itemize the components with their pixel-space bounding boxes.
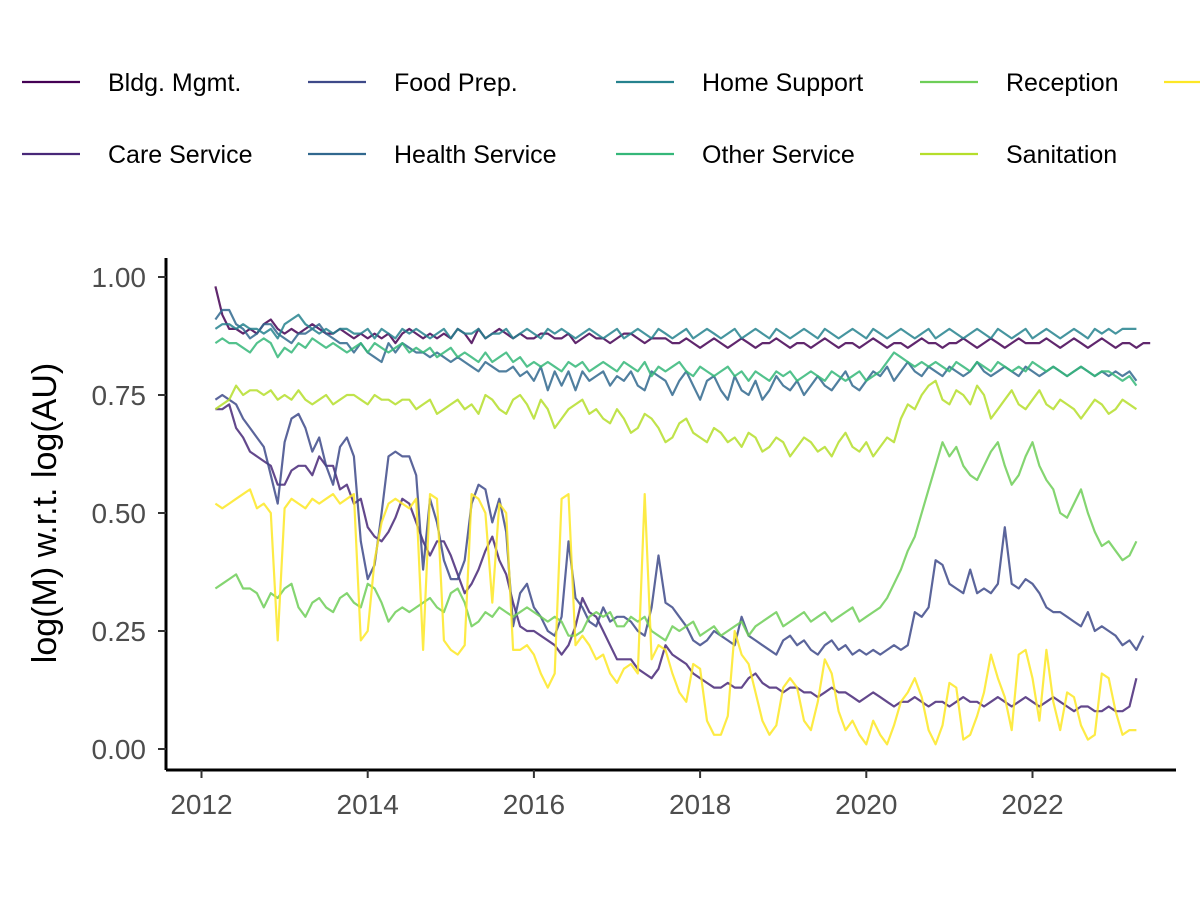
legend-label-bldg-mgmt: Bldg. Mgmt.	[108, 69, 241, 97]
y-axis-title: log(M) w.r.t. log(AU)	[26, 363, 64, 663]
legend-label-care-service: Care Service	[108, 141, 253, 169]
y-tick-label: 0.00	[92, 734, 147, 765]
axes	[164, 258, 1176, 772]
series-line-vehicle	[214, 488, 1137, 746]
x-tick-label: 2018	[669, 789, 731, 820]
y-tick-label: 0.25	[92, 616, 147, 647]
series-line-reception	[214, 441, 1138, 642]
legend-label-food-prep: Food Prep.	[394, 69, 518, 97]
x-tick-label: 2014	[337, 789, 399, 820]
x-ticks: 2012 2014 2016 2018 2020 2022	[170, 770, 1064, 820]
series-line-other-service	[214, 337, 1138, 387]
y-tick-label: 1.00	[92, 262, 147, 293]
x-tick-label: 2022	[1001, 789, 1063, 820]
series-layer	[214, 286, 1151, 746]
legend-label-health-service: Health Service	[394, 141, 557, 169]
legend-label-other-service: Other Service	[702, 141, 855, 169]
series-line-health-service	[214, 308, 1138, 401]
y-tick-label: 0.50	[92, 498, 147, 529]
legend-label-sanitation: Sanitation	[1006, 141, 1117, 169]
series-line-care-service	[215, 403, 1138, 713]
x-tick-label: 2020	[835, 789, 897, 820]
x-tick-label: 2016	[503, 789, 565, 820]
series-line-sanitation	[214, 379, 1138, 458]
legend-label-home-support: Home Support	[702, 69, 863, 97]
legend: Bldg. Mgmt. Care Service Food Prep. Health …	[22, 69, 1200, 169]
y-tick-label: 0.75	[92, 380, 147, 411]
legend-label-reception: Reception	[1006, 69, 1119, 97]
y-ticks: 0.00 0.25 0.50 0.75 1.00	[92, 262, 166, 765]
x-tick-label: 2012	[170, 789, 232, 820]
series-line-home-support	[214, 313, 1137, 340]
series-line-bldg-mgmt	[214, 286, 1151, 349]
series-line-food-prep	[214, 393, 1145, 656]
